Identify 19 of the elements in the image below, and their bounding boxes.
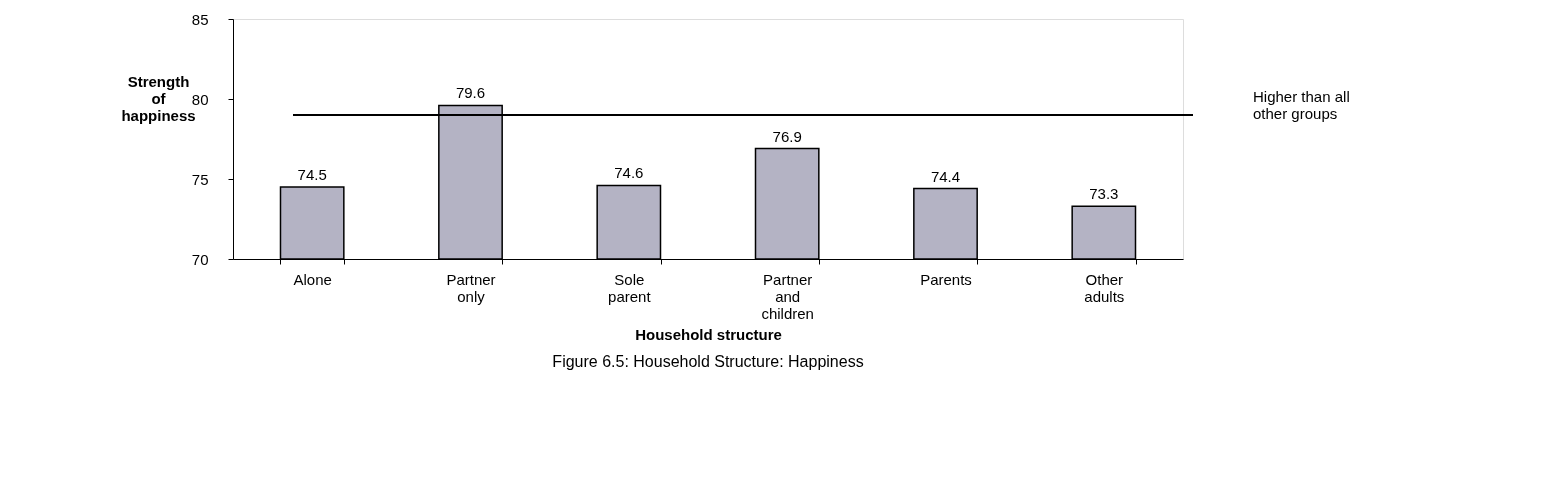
x-tick-label: Sole parent xyxy=(608,270,652,305)
x-tick-label: Partner only xyxy=(446,270,496,305)
ref-line-label: Higher than all other groups xyxy=(1253,88,1350,122)
x-tick-label: Partner and children xyxy=(761,270,814,322)
data-label: 73.3 xyxy=(1089,185,1119,203)
data-label: 74.4 xyxy=(930,167,961,185)
data-label: 76.9 xyxy=(772,127,802,145)
y-tick-label: 85 xyxy=(191,10,209,28)
y-tick-label: 75 xyxy=(191,170,209,188)
x-axis-title: Household structure xyxy=(635,325,782,343)
data-label: 74.6 xyxy=(614,164,644,182)
x-tick-label: Other adults xyxy=(1084,270,1125,305)
data-label: 79.6 xyxy=(455,84,486,102)
data-label: 74.5 xyxy=(297,166,327,183)
text: Figure 6.5: Household Structure: Happiness xyxy=(552,353,864,370)
x-tick-label: Parents xyxy=(920,270,972,288)
y-tick-label: 70 xyxy=(191,250,209,268)
x-tick-label: Alone xyxy=(293,270,332,288)
y-tick-label: 80 xyxy=(191,90,209,108)
